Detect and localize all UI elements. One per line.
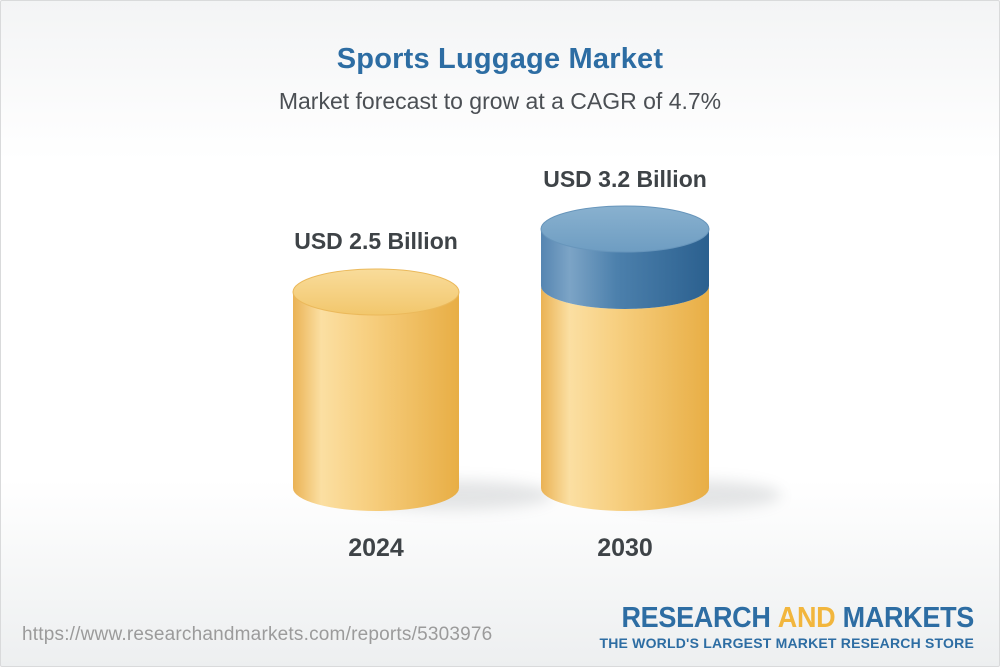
report-url: https://www.researchandmarkets.com/repor… xyxy=(22,624,493,645)
logo-word-research: RESEARCH xyxy=(621,602,771,634)
logo-wordmark: RESEARCH AND MARKETS xyxy=(599,602,974,635)
research-and-markets-logo: RESEARCH AND MARKETS THE WORLD'S LARGEST… xyxy=(599,602,974,651)
bar-2030-cylinder xyxy=(540,205,710,511)
bar-2024-category-label: 2024 xyxy=(348,534,404,562)
bar-2024-value-label: USD 2.5 Billion xyxy=(294,228,458,254)
logo-word-markets: MARKETS xyxy=(842,602,975,634)
bar-2030-base-segment xyxy=(541,286,709,511)
bar-2030-category-label: 2030 xyxy=(597,534,653,562)
bar-2024-cylinder xyxy=(292,268,460,511)
logo-tagline: THE WORLD'S LARGEST MARKET RESEARCH STOR… xyxy=(599,635,974,651)
chart-subtitle: Market forecast to grow at a CAGR of 4.7… xyxy=(278,88,722,114)
bar-2030-value-label: USD 3.2 Billion xyxy=(543,166,707,192)
chart-title: Sports Luggage Market xyxy=(336,43,664,75)
logo-word-and: AND xyxy=(777,602,836,634)
